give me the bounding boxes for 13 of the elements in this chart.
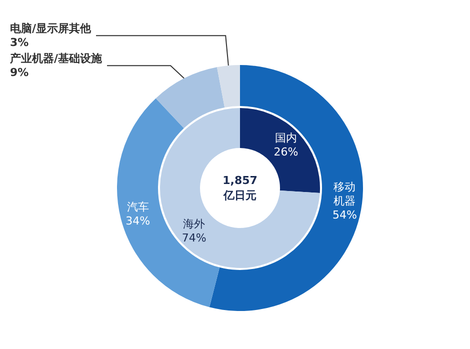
slice-label: 移动机器 xyxy=(334,180,356,208)
data-label: 54% xyxy=(332,208,357,222)
data-label: 74% xyxy=(182,232,206,245)
data-label: 3% xyxy=(10,36,29,50)
slice-label: 电脑/显示屏其他 xyxy=(10,22,92,36)
data-label: 26% xyxy=(274,145,298,158)
slice-label: 产业机器/基础设施 xyxy=(9,52,104,66)
slice-label: 海外 xyxy=(183,218,206,231)
slice-label: 国内 xyxy=(274,131,297,144)
data-label: 9% xyxy=(10,66,29,80)
slice-label: 汽车 xyxy=(126,200,149,214)
text: 1,857 亿日元 xyxy=(222,174,258,202)
data-label: 34% xyxy=(126,214,150,228)
